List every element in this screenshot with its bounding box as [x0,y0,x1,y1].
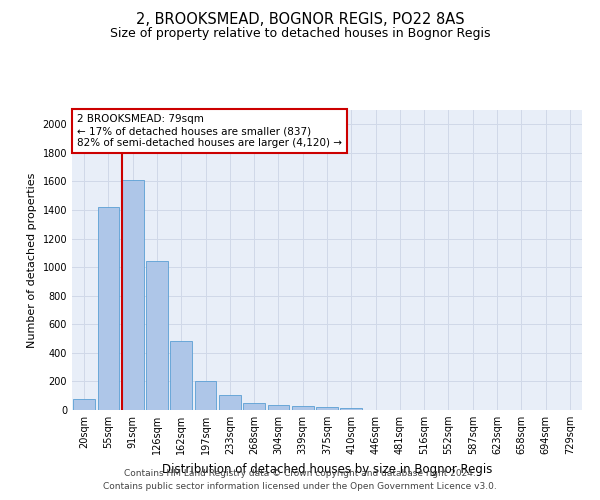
X-axis label: Distribution of detached houses by size in Bognor Regis: Distribution of detached houses by size … [162,462,492,475]
Bar [122,180,143,410]
Bar [340,408,362,410]
Bar [170,340,192,410]
Text: Contains HM Land Registry data © Crown copyright and database right 2024.: Contains HM Land Registry data © Crown c… [124,468,476,477]
Bar [194,380,217,410]
Text: Contains public sector information licensed under the Open Government Licence v3: Contains public sector information licen… [103,482,497,491]
Bar [243,403,265,410]
Bar [292,406,314,410]
Bar [316,407,338,410]
Bar [97,207,119,410]
Bar [268,404,289,410]
Text: 2, BROOKSMEAD, BOGNOR REGIS, PO22 8AS: 2, BROOKSMEAD, BOGNOR REGIS, PO22 8AS [136,12,464,28]
Bar [73,398,95,410]
Text: 2 BROOKSMEAD: 79sqm
← 17% of detached houses are smaller (837)
82% of semi-detac: 2 BROOKSMEAD: 79sqm ← 17% of detached ho… [77,114,342,148]
Text: Size of property relative to detached houses in Bognor Regis: Size of property relative to detached ho… [110,28,490,40]
Bar [146,260,168,410]
Bar [219,395,241,410]
Y-axis label: Number of detached properties: Number of detached properties [27,172,37,348]
